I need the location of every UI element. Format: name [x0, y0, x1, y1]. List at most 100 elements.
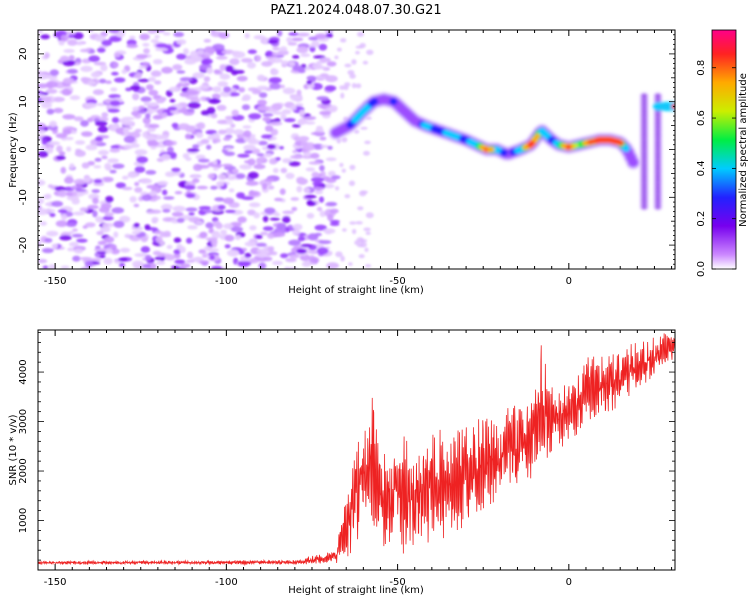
noise-blob — [297, 236, 306, 242]
noise-blob — [285, 257, 297, 263]
noise-blob — [306, 212, 315, 219]
noise-blob — [69, 163, 75, 170]
noise-blob — [101, 155, 108, 160]
noise-blob — [192, 174, 200, 179]
noise-blob — [247, 209, 256, 216]
noise-blob — [90, 71, 101, 78]
noise-blob — [244, 160, 251, 164]
noise-blob — [274, 197, 283, 202]
noise-blob — [261, 183, 268, 190]
colorbar-tick-label: 0.6 — [696, 110, 707, 126]
noise-blob — [101, 39, 113, 47]
noise-blob — [129, 85, 141, 91]
noise-blob — [223, 197, 235, 205]
noise-blob — [251, 90, 262, 95]
noise-blob — [137, 78, 150, 83]
noise-blob — [237, 216, 247, 223]
noise-blob — [108, 245, 117, 249]
noise-blob — [223, 86, 232, 93]
colorbar-tick-label: 0.4 — [696, 160, 707, 176]
noise-blob — [248, 238, 257, 246]
noise-blob — [109, 169, 117, 174]
noise-blob — [69, 129, 77, 134]
noise-blob — [267, 232, 275, 239]
noise-blob — [325, 201, 338, 207]
noise-blob — [306, 75, 317, 81]
noise-blob — [355, 221, 363, 225]
noise-blob — [247, 62, 256, 69]
noise-blob — [81, 131, 93, 137]
noise-blob — [83, 177, 91, 183]
noise-blob — [211, 133, 221, 140]
noise-blob — [355, 50, 360, 55]
x-tick-label: -50 — [389, 577, 405, 588]
noise-blob — [136, 156, 148, 164]
noise-blob — [231, 226, 243, 233]
noise-blob — [113, 52, 121, 58]
noise-blob — [291, 37, 304, 42]
noise-blob — [327, 213, 334, 222]
noise-blob — [184, 133, 192, 140]
noise-blob — [135, 71, 142, 79]
noise-blob — [297, 32, 310, 37]
noise-blob — [269, 121, 283, 126]
noise-blob — [129, 35, 136, 40]
noise-blob — [60, 166, 67, 174]
noise-blob — [341, 168, 346, 173]
ridge-segment — [627, 157, 639, 168]
noise-blob — [189, 125, 196, 132]
noise-blob — [71, 233, 84, 238]
noise-blob — [92, 210, 98, 218]
noise-blob — [258, 262, 267, 269]
noise-blob — [54, 186, 66, 191]
noise-blob — [282, 87, 296, 95]
noise-blob — [271, 68, 279, 76]
noise-blob — [73, 178, 86, 185]
noise-blob — [242, 125, 252, 129]
noise-blob — [365, 264, 372, 268]
noise-blob — [279, 84, 285, 89]
noise-blob — [196, 122, 206, 130]
noise-blob — [113, 231, 119, 238]
noise-blob — [364, 247, 369, 252]
noise-blob — [186, 148, 200, 153]
noise-blob — [38, 150, 49, 158]
feature-blob — [655, 189, 661, 194]
y-tick-label: 4000 — [18, 359, 29, 384]
noise-blob — [171, 167, 181, 173]
noise-blob — [213, 69, 221, 74]
ridge-segment — [489, 147, 495, 152]
noise-blob — [269, 158, 278, 165]
noise-blob — [349, 164, 356, 171]
noise-blob — [207, 173, 216, 180]
noise-blob — [282, 216, 291, 224]
noise-blob — [159, 134, 169, 140]
noise-blob — [134, 181, 140, 187]
noise-blob — [224, 234, 235, 242]
x-tick-label: 0 — [566, 577, 572, 588]
noise-blob — [195, 132, 204, 139]
noise-blob — [359, 241, 367, 248]
noise-blob — [48, 141, 61, 146]
feature-blob — [655, 204, 661, 209]
noise-blob — [155, 43, 168, 48]
noise-blob — [283, 118, 296, 123]
noise-blob — [309, 256, 320, 264]
noise-blob — [288, 61, 296, 67]
noise-blob — [62, 129, 72, 135]
noise-blob — [38, 208, 49, 216]
noise-blob — [280, 253, 289, 259]
noise-blob — [314, 186, 325, 191]
noise-blob — [289, 254, 300, 259]
colorbar-gradient — [711, 29, 737, 270]
noise-blob — [184, 58, 197, 65]
noise-blob — [289, 105, 297, 111]
noise-blob — [257, 105, 270, 112]
noise-blob — [344, 63, 352, 68]
noise-blob — [292, 55, 300, 59]
noise-blob — [209, 255, 215, 260]
noise-blob — [147, 30, 158, 34]
noise-blob — [296, 46, 309, 54]
noise-blob — [100, 64, 108, 72]
